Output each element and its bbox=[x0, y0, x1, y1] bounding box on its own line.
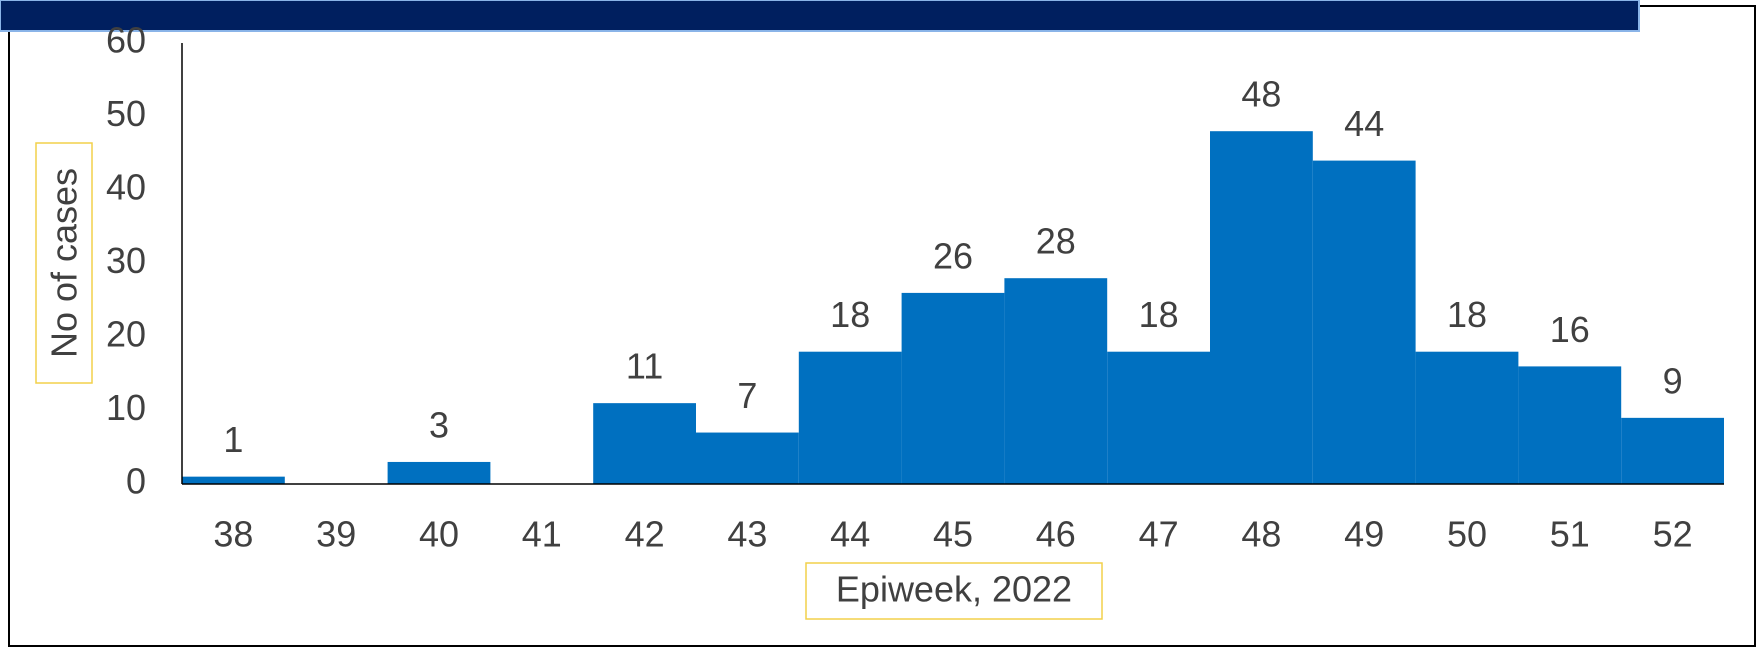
y-tick-label: 20 bbox=[106, 314, 146, 355]
x-tick-label: 39 bbox=[316, 514, 356, 555]
data-label: 18 bbox=[1447, 294, 1487, 335]
bar bbox=[798, 351, 902, 484]
y-title-box bbox=[35, 142, 93, 384]
y-tick-label: 50 bbox=[106, 93, 146, 134]
x-axis-title: Epiweek, 2022 bbox=[836, 569, 1072, 610]
frame bbox=[8, 5, 1756, 647]
y-tick-label: 0 bbox=[126, 461, 146, 502]
data-label: 3 bbox=[429, 404, 449, 445]
y-axis-title: No of cases bbox=[44, 168, 85, 358]
x-tick-label: 41 bbox=[522, 514, 562, 555]
data-label: 18 bbox=[1139, 294, 1179, 335]
bar bbox=[1004, 278, 1108, 484]
bar bbox=[696, 432, 799, 484]
x-tick-label: 38 bbox=[213, 514, 253, 555]
x-tick-label: 44 bbox=[830, 514, 870, 555]
banner bbox=[0, 0, 1640, 32]
bar bbox=[1621, 417, 1724, 484]
data-label: 1 bbox=[223, 419, 243, 460]
x-title-box bbox=[805, 562, 1103, 620]
x-tick-label: 46 bbox=[1036, 514, 1076, 555]
x-tick-label: 40 bbox=[419, 514, 459, 555]
x-tick-label: 49 bbox=[1344, 514, 1384, 555]
x-tick-label: 42 bbox=[625, 514, 665, 555]
bar bbox=[1107, 351, 1210, 484]
y-tick-label: 60 bbox=[106, 20, 146, 61]
data-label: 44 bbox=[1344, 103, 1384, 144]
y-tick-label: 30 bbox=[106, 240, 146, 281]
x-tick-label: 45 bbox=[933, 514, 973, 555]
data-label: 26 bbox=[933, 235, 973, 276]
x-tick-label: 43 bbox=[727, 514, 767, 555]
x-tick-label: 51 bbox=[1550, 514, 1590, 555]
bar bbox=[1312, 160, 1416, 484]
x-tick-label: 48 bbox=[1241, 514, 1281, 555]
bar bbox=[901, 292, 1005, 484]
data-label: 48 bbox=[1241, 74, 1281, 115]
x-tick-label: 47 bbox=[1139, 514, 1179, 555]
bar bbox=[387, 461, 491, 484]
y-tick-label: 10 bbox=[106, 387, 146, 428]
data-label: 18 bbox=[830, 294, 870, 335]
data-label: 28 bbox=[1036, 221, 1076, 262]
x-tick-label: 50 bbox=[1447, 514, 1487, 555]
x-tick-label: 52 bbox=[1653, 514, 1693, 555]
data-label: 11 bbox=[626, 346, 663, 387]
data-label: 9 bbox=[1663, 360, 1683, 401]
bar bbox=[593, 403, 696, 484]
bar bbox=[1415, 351, 1519, 484]
y-tick-label: 40 bbox=[106, 167, 146, 208]
bar bbox=[1210, 131, 1313, 484]
data-label: 7 bbox=[737, 375, 757, 416]
bar bbox=[1518, 366, 1622, 484]
bar bbox=[182, 476, 285, 484]
data-label: 16 bbox=[1550, 309, 1590, 350]
